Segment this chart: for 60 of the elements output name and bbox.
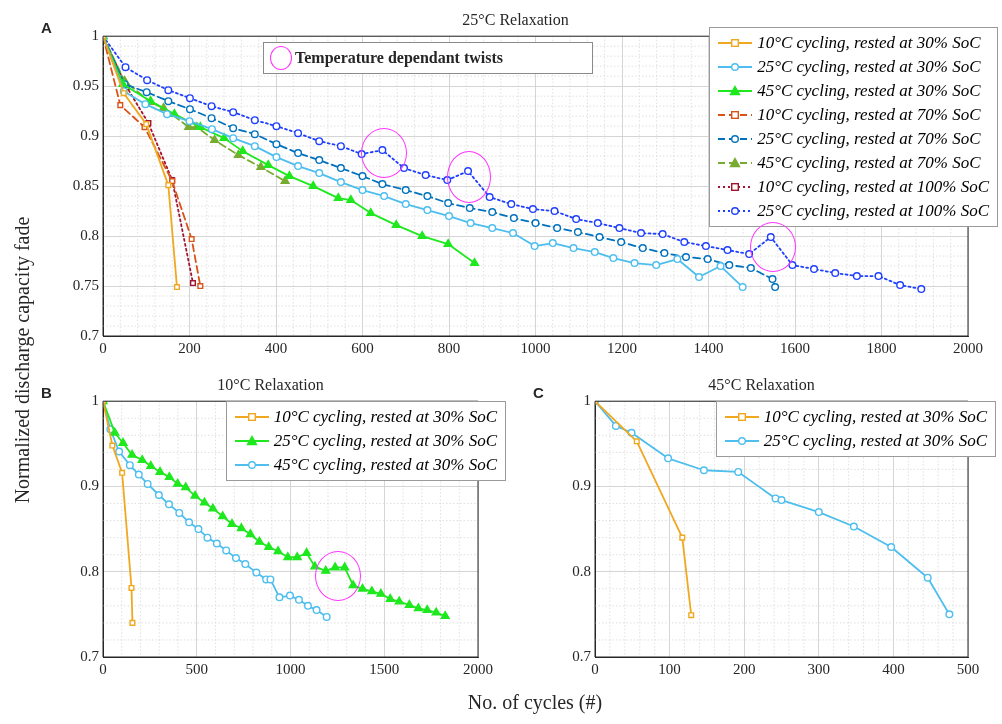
x-tick-label: 1500	[369, 660, 400, 677]
annotation: Temperature dependant twists	[295, 49, 504, 68]
legend-label: 10°C cycling, rested at 30% SoC	[763, 406, 987, 429]
legend-label: 10°C cycling, rested at 30% SoC	[757, 32, 981, 55]
legend-label: 25°C cycling, rested at 100% SoC	[757, 200, 989, 223]
y-tick-label: 0.7	[80, 326, 100, 343]
x-tick-label: 1000	[520, 339, 551, 356]
y-tick-label: 0.95	[72, 77, 99, 94]
y-axis-title: Normalized discharge capacity fade	[10, 216, 34, 504]
text: A	[41, 19, 52, 37]
x-tick-label: 800	[437, 339, 461, 356]
x-tick-label: 1200	[607, 339, 637, 356]
y-tick-label: 1	[91, 392, 99, 409]
chart-title: 10°C Relaxation	[217, 375, 324, 393]
legend-label: 25°C cycling, rested at 70% SoC	[757, 128, 981, 151]
x-tick-label: 200	[178, 339, 201, 356]
y-tick-label: 0.7	[572, 647, 592, 664]
x-tick-label: 2000	[463, 660, 493, 677]
legend-label: 45°C cycling, rested at 30% SoC	[273, 454, 497, 477]
x-tick-label: 1000	[275, 660, 306, 677]
y-tick-label: 0.75	[72, 276, 99, 293]
x-axis-title: No. of cycles (#)	[467, 690, 603, 714]
x-tick-label: 300	[807, 660, 831, 677]
x-tick-label: 400	[882, 660, 905, 677]
note-box: Temperature dependant twists	[263, 42, 593, 75]
y-tick-label: 0.9	[80, 477, 99, 494]
y-tick-label: 0.7	[80, 647, 100, 664]
x-tick-label: 100	[658, 660, 681, 677]
y-tick-label: 0.9	[572, 477, 591, 494]
text: C	[533, 384, 544, 402]
x-tick-label: 0	[99, 660, 107, 677]
legend-label: 10°C cycling, rested at 70% SoC	[757, 104, 981, 127]
y-tick-label: 0.8	[80, 227, 99, 243]
y-tick-label: 0.8	[572, 562, 591, 579]
x-tick-label: 2000	[953, 339, 983, 356]
y-tick-label: 0.85	[72, 177, 99, 194]
text: B	[41, 384, 52, 402]
x-tick-label: 200	[732, 660, 756, 677]
legend-label: 45°C cycling, rested at 30% SoC	[757, 80, 981, 103]
legend-label: 25°C cycling, rested at 30% SoC	[763, 430, 987, 453]
x-tick-label: 1400	[693, 339, 724, 356]
x-tick-label: 0	[591, 660, 599, 677]
x-tick-label: 500	[956, 660, 980, 677]
y-tick-label: 1	[583, 392, 591, 409]
x-tick-label: 0	[99, 339, 107, 356]
y-tick-label: 0.9	[80, 127, 99, 144]
chart-title: 25°C Relaxation	[462, 10, 569, 28]
y-tick-label: 1	[91, 27, 99, 44]
x-tick-label: 1800	[866, 339, 897, 356]
x-tick-label: 400	[264, 339, 288, 356]
legend-label: 10°C cycling, rested at 30% SoC	[273, 406, 497, 429]
chart-title: 45°C Relaxation	[708, 375, 815, 393]
legend-label: 25°C cycling, rested at 30% SoC	[273, 430, 497, 453]
x-tick-label: 500	[185, 660, 208, 677]
legend-label: 25°C cycling, rested at 30% SoC	[757, 56, 981, 79]
x-tick-label: 600	[351, 339, 374, 356]
legend-label: 10°C cycling, rested at 100% SoC	[757, 176, 989, 199]
x-tick-label: 1600	[780, 339, 810, 356]
y-tick-label: 0.8	[80, 562, 99, 579]
legend-label: 45°C cycling, rested at 70% SoC	[757, 152, 981, 175]
